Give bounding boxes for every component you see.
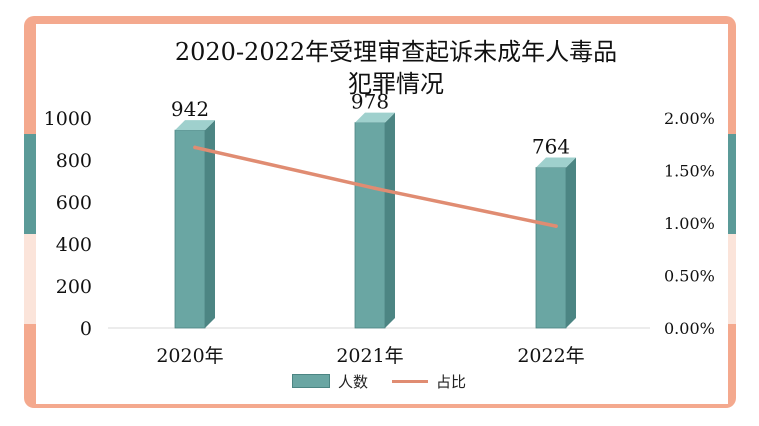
legend-line-swatch (392, 379, 429, 383)
legend-label-count: 人数 (338, 372, 369, 391)
y-right-tick-label: 1.50% (664, 162, 715, 181)
x-category-label: 2022年 (517, 345, 584, 367)
y-left-tick-label: 600 (56, 192, 92, 214)
legend-bar-swatch (292, 374, 330, 388)
bar-data-label: 764 (532, 135, 570, 159)
y-left-tick-label: 1000 (44, 108, 92, 130)
x-category-label: 2020年 (156, 345, 223, 367)
y-left-tick-label: 400 (56, 234, 92, 256)
frame-accent-left (24, 134, 38, 234)
y-right-tick-label: 0.00% (664, 319, 715, 338)
legend: 人数 占比 (292, 370, 466, 392)
bar-side (566, 157, 576, 328)
x-category-label: 2021年 (336, 345, 403, 367)
bar-top (175, 120, 215, 131)
bar-top (536, 157, 576, 168)
legend-label-ratio: 占比 (436, 372, 467, 391)
bar-front (174, 129, 206, 329)
bar-front (535, 167, 567, 329)
chart-title: 2020-2022年受理审查起诉未成年人毒品犯罪情况 (174, 38, 618, 98)
bar-top (355, 112, 395, 123)
ratio-point (373, 186, 377, 191)
frame-accent-left-light (24, 234, 38, 324)
ratio-point (193, 145, 197, 150)
bar-data-label: 942 (171, 97, 209, 121)
y-left-tick-label: 0 (80, 318, 92, 340)
bar-side (385, 112, 395, 329)
y-right-tick-label: 0.50% (664, 267, 715, 286)
ratio-point (554, 224, 558, 228)
y-right-tick-label: 2.00% (664, 109, 715, 128)
y-left-tick-label: 800 (56, 150, 92, 172)
y-right-tick-label: 1.00% (664, 214, 715, 233)
y-left-tick-label: 200 (56, 276, 92, 298)
bar-side (205, 120, 215, 329)
bar-front (354, 122, 386, 329)
bar-data-label: 978 (351, 90, 389, 114)
